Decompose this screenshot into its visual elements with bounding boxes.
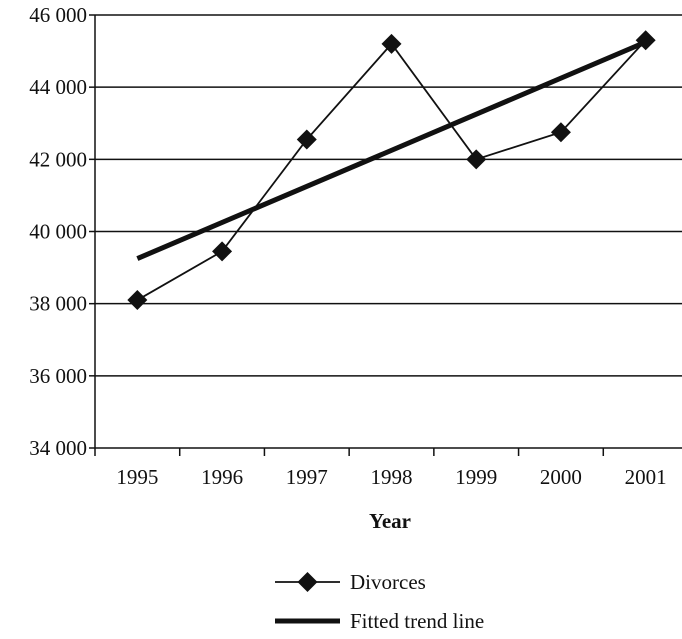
divorces-point-1995	[127, 290, 148, 311]
axes	[89, 14, 605, 456]
series-layer	[127, 30, 656, 311]
legend-label-trend: Fitted trend line	[350, 609, 484, 633]
x-tick-label-2001: 2001	[625, 465, 667, 489]
trend-line	[136, 39, 647, 261]
y-tick-label-40000: 40 000	[29, 220, 87, 244]
gridlines	[95, 14, 682, 449]
divorces-point-2000	[550, 122, 571, 143]
y-tick-label-34000: 34 000	[29, 436, 87, 460]
x-tick-label-1996: 1996	[201, 465, 243, 489]
divorces-point-1996	[212, 241, 233, 262]
y-tick-label-38000: 38 000	[29, 292, 87, 316]
legend-label-divorces: Divorces	[350, 570, 426, 594]
divorces-point-1997	[296, 129, 317, 150]
x-tick-label-1995: 1995	[116, 465, 158, 489]
x-tick-label-1997: 1997	[286, 465, 328, 489]
x-axis-title: Year	[369, 509, 411, 533]
legend-swatch-divorces-marker	[297, 572, 318, 592]
divorces-point-2001	[635, 30, 656, 51]
x-tick-label-1998: 1998	[371, 465, 413, 489]
divorces-point-1999	[466, 149, 487, 170]
y-tick-label-42000: 42 000	[29, 147, 87, 171]
y-tick-label-44000: 44 000	[29, 75, 87, 99]
x-tick-label-1999: 1999	[455, 465, 497, 489]
divorces-point-1998	[381, 33, 402, 54]
y-tick-label-36000: 36 000	[29, 364, 87, 388]
divorces-line	[136, 39, 647, 301]
y-tick-label-46000: 46 000	[29, 3, 87, 27]
legend: Divorces Fitted trend line	[275, 570, 484, 633]
tick-labels: 34 000 36 000 38 000 40 000 42 000 44 000 46 0…	[29, 3, 666, 489]
x-tick-label-2000: 2000	[540, 465, 582, 489]
